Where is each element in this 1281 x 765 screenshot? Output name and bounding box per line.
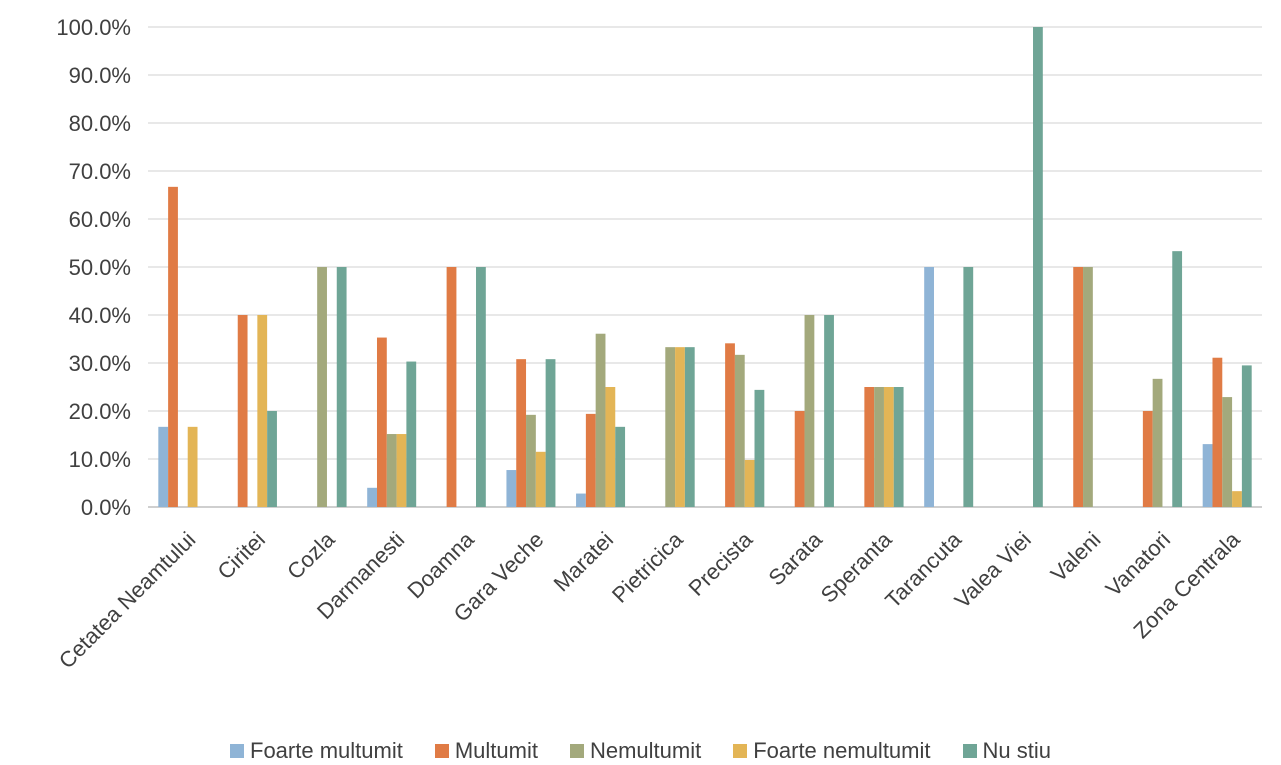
bar [1073, 267, 1084, 507]
bar [794, 411, 805, 507]
legend-swatch [434, 744, 449, 758]
y-tick-label: 90.0% [69, 63, 131, 88]
legend-swatch [962, 744, 977, 758]
bar [406, 361, 417, 507]
bar [1172, 251, 1183, 507]
x-tick-label: Pietricica [607, 526, 688, 607]
bar [545, 359, 556, 507]
bar [1083, 267, 1093, 507]
bar [1033, 27, 1043, 507]
y-tick-label: 70.0% [69, 159, 131, 184]
legend-item: Nu stiu [962, 738, 1051, 764]
bar [1232, 491, 1242, 507]
legend-item: Multumit [434, 738, 538, 764]
bar [1241, 365, 1252, 507]
y-tick-label: 60.0% [69, 207, 131, 232]
bar [526, 414, 536, 507]
bar [744, 459, 755, 507]
x-tick-label: Ciritei [213, 527, 270, 584]
y-tick-label: 80.0% [69, 111, 131, 136]
bar [675, 347, 685, 507]
x-tick-label: Sarata [763, 526, 827, 590]
bar [317, 267, 327, 507]
bar [446, 267, 457, 507]
bar [684, 347, 695, 507]
bar [158, 426, 169, 507]
bar [615, 426, 626, 507]
legend-item: Foarte multumit [230, 738, 403, 764]
bar [336, 267, 347, 507]
x-tick-label: Maratei [549, 527, 619, 597]
y-tick-label: 100.0% [56, 15, 131, 40]
bar [585, 413, 596, 507]
y-tick-label: 0.0% [81, 495, 131, 520]
bar [476, 267, 486, 507]
bar [824, 315, 834, 507]
bar [168, 186, 178, 507]
bar [237, 315, 248, 507]
x-tick-label: Cetatea Neamtului [54, 527, 201, 674]
bar-chart: 0.0% 10.0% 20.0% 30.0% 40.0% 50.0% 60.0% 70.0% 8… [54, 15, 1262, 674]
legend-swatch [230, 744, 244, 758]
legend-swatch [733, 744, 748, 758]
bar [367, 487, 377, 507]
bar [883, 387, 894, 507]
y-tick-label: 50.0% [69, 255, 131, 280]
bar [576, 493, 586, 507]
legend-label: Foarte multumit [250, 738, 403, 763]
bar [535, 451, 546, 507]
bar [963, 267, 974, 507]
bar [386, 434, 397, 507]
bar [1212, 357, 1223, 507]
bar [396, 434, 407, 507]
x-tick-label: Valea Viei [950, 527, 1036, 613]
bar [595, 333, 606, 507]
legend-label: Nemultumit [589, 738, 702, 763]
bar [924, 267, 934, 507]
bar [1202, 444, 1213, 507]
bar [1222, 397, 1233, 507]
bar [804, 315, 815, 507]
bar [725, 343, 735, 507]
bar [1142, 411, 1153, 507]
legend-item: Nemultumit [569, 738, 702, 764]
x-tick-label: Precista [683, 526, 757, 600]
bar [376, 337, 387, 507]
bar [665, 347, 676, 507]
bar [874, 387, 884, 507]
legend: Foarte multumit Multumit Nemultumit Foarte … [0, 738, 1281, 764]
legend-label: Foarte nemultumit [753, 738, 931, 763]
bar [864, 387, 875, 507]
bar [516, 359, 527, 507]
y-tick-label: 30.0% [69, 351, 131, 376]
bar [893, 387, 904, 507]
legend-item: Foarte nemultumit [733, 738, 931, 764]
legend-label: Nu stiu [982, 738, 1051, 763]
bar [734, 354, 745, 507]
y-tick-label: 20.0% [69, 399, 131, 424]
y-tick-label: 40.0% [69, 303, 131, 328]
bar [605, 387, 616, 507]
bar [187, 426, 198, 507]
bar [257, 315, 268, 507]
y-tick-label: 10.0% [69, 447, 131, 472]
bar [1152, 378, 1163, 507]
legend-swatch [569, 744, 584, 758]
x-tick-label: Cozla [282, 526, 340, 584]
bar [754, 389, 765, 507]
x-tick-label: Valeni [1046, 527, 1106, 587]
bar [267, 411, 277, 507]
legend-label: Multumit [454, 738, 538, 763]
bar [506, 470, 517, 507]
